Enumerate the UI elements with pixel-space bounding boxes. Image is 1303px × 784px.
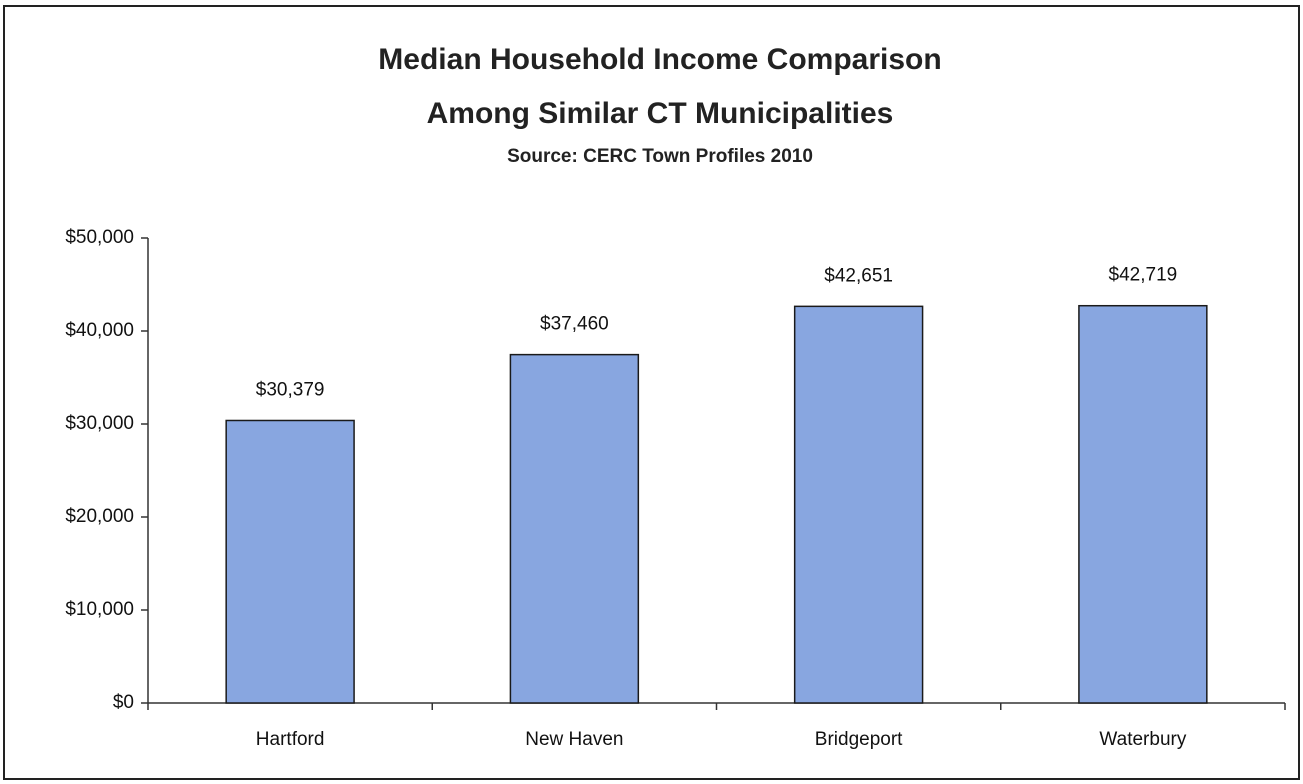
data-label: $42,651 (824, 265, 893, 286)
data-label: $30,379 (256, 379, 325, 400)
bar (793, 305, 924, 704)
x-tick-label: Hartford (256, 729, 325, 750)
bar (509, 353, 640, 704)
x-tick-label: New Haven (525, 729, 623, 750)
y-tick-label: $40,000 (65, 320, 134, 341)
y-tick-label: $30,000 (65, 413, 134, 434)
bar (1078, 304, 1208, 704)
x-tick-label: Bridgeport (815, 729, 903, 750)
x-tick-label: Waterbury (1099, 729, 1186, 750)
chart-title: Among Similar CT Municipalities (427, 97, 894, 130)
bar (225, 419, 355, 704)
y-tick-label: $20,000 (65, 506, 134, 527)
data-label: $37,460 (540, 314, 609, 335)
y-tick-label: $10,000 (65, 599, 134, 620)
chart-title: Median Household Income Comparison (378, 43, 941, 76)
y-tick-label: $50,000 (65, 227, 134, 248)
y-tick-label: $0 (113, 692, 134, 713)
data-label: $42,719 (1109, 265, 1178, 286)
chart-subtitle: Source: CERC Town Profiles 2010 (507, 146, 813, 167)
